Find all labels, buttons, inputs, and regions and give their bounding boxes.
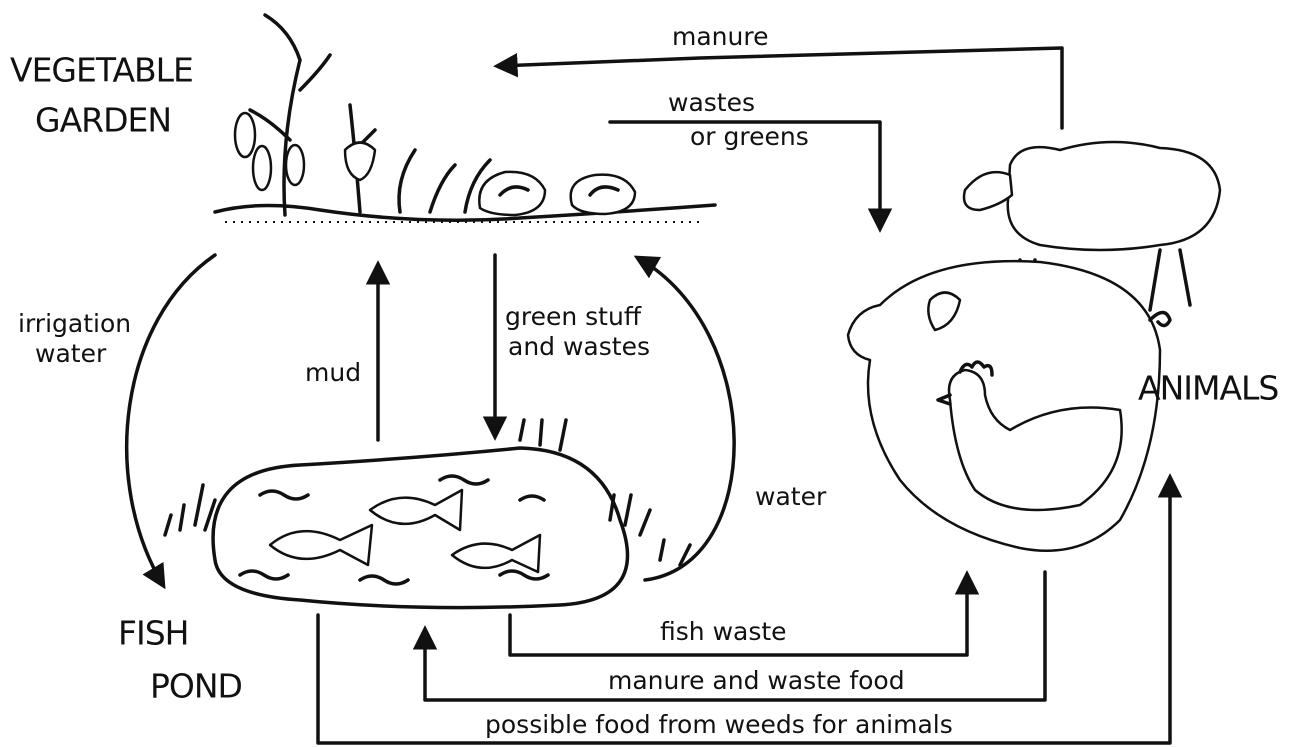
garden-illustration — [215, 15, 715, 222]
node-label: VEGETABLE — [10, 51, 193, 90]
edge-label: irrigation — [18, 309, 131, 338]
animals-illustration — [848, 142, 1220, 551]
edge-label: possible food from weeds for animals — [485, 710, 953, 739]
node-label: GARDEN — [35, 101, 171, 140]
edge-label: wastes — [668, 88, 755, 117]
edge-label: mud — [305, 358, 361, 387]
edge-label: water — [755, 482, 827, 511]
edge-label: manure and waste food — [608, 666, 905, 695]
edge-label: or greens — [690, 122, 809, 151]
edge-label: manure — [672, 22, 768, 51]
edge-label: and wastes — [508, 332, 650, 361]
edge-label: water — [35, 339, 107, 368]
pond-illustration — [165, 420, 690, 608]
node-label: ANIMALS — [1138, 369, 1278, 408]
edge-label: fish waste — [660, 617, 787, 646]
node-label: FISH — [118, 614, 188, 653]
edge-label: green stuff — [505, 302, 642, 331]
node-label: POND — [150, 667, 242, 706]
diagram: VEGETABLE GARDEN FISH POND ANIMALS manur… — [0, 0, 1302, 747]
